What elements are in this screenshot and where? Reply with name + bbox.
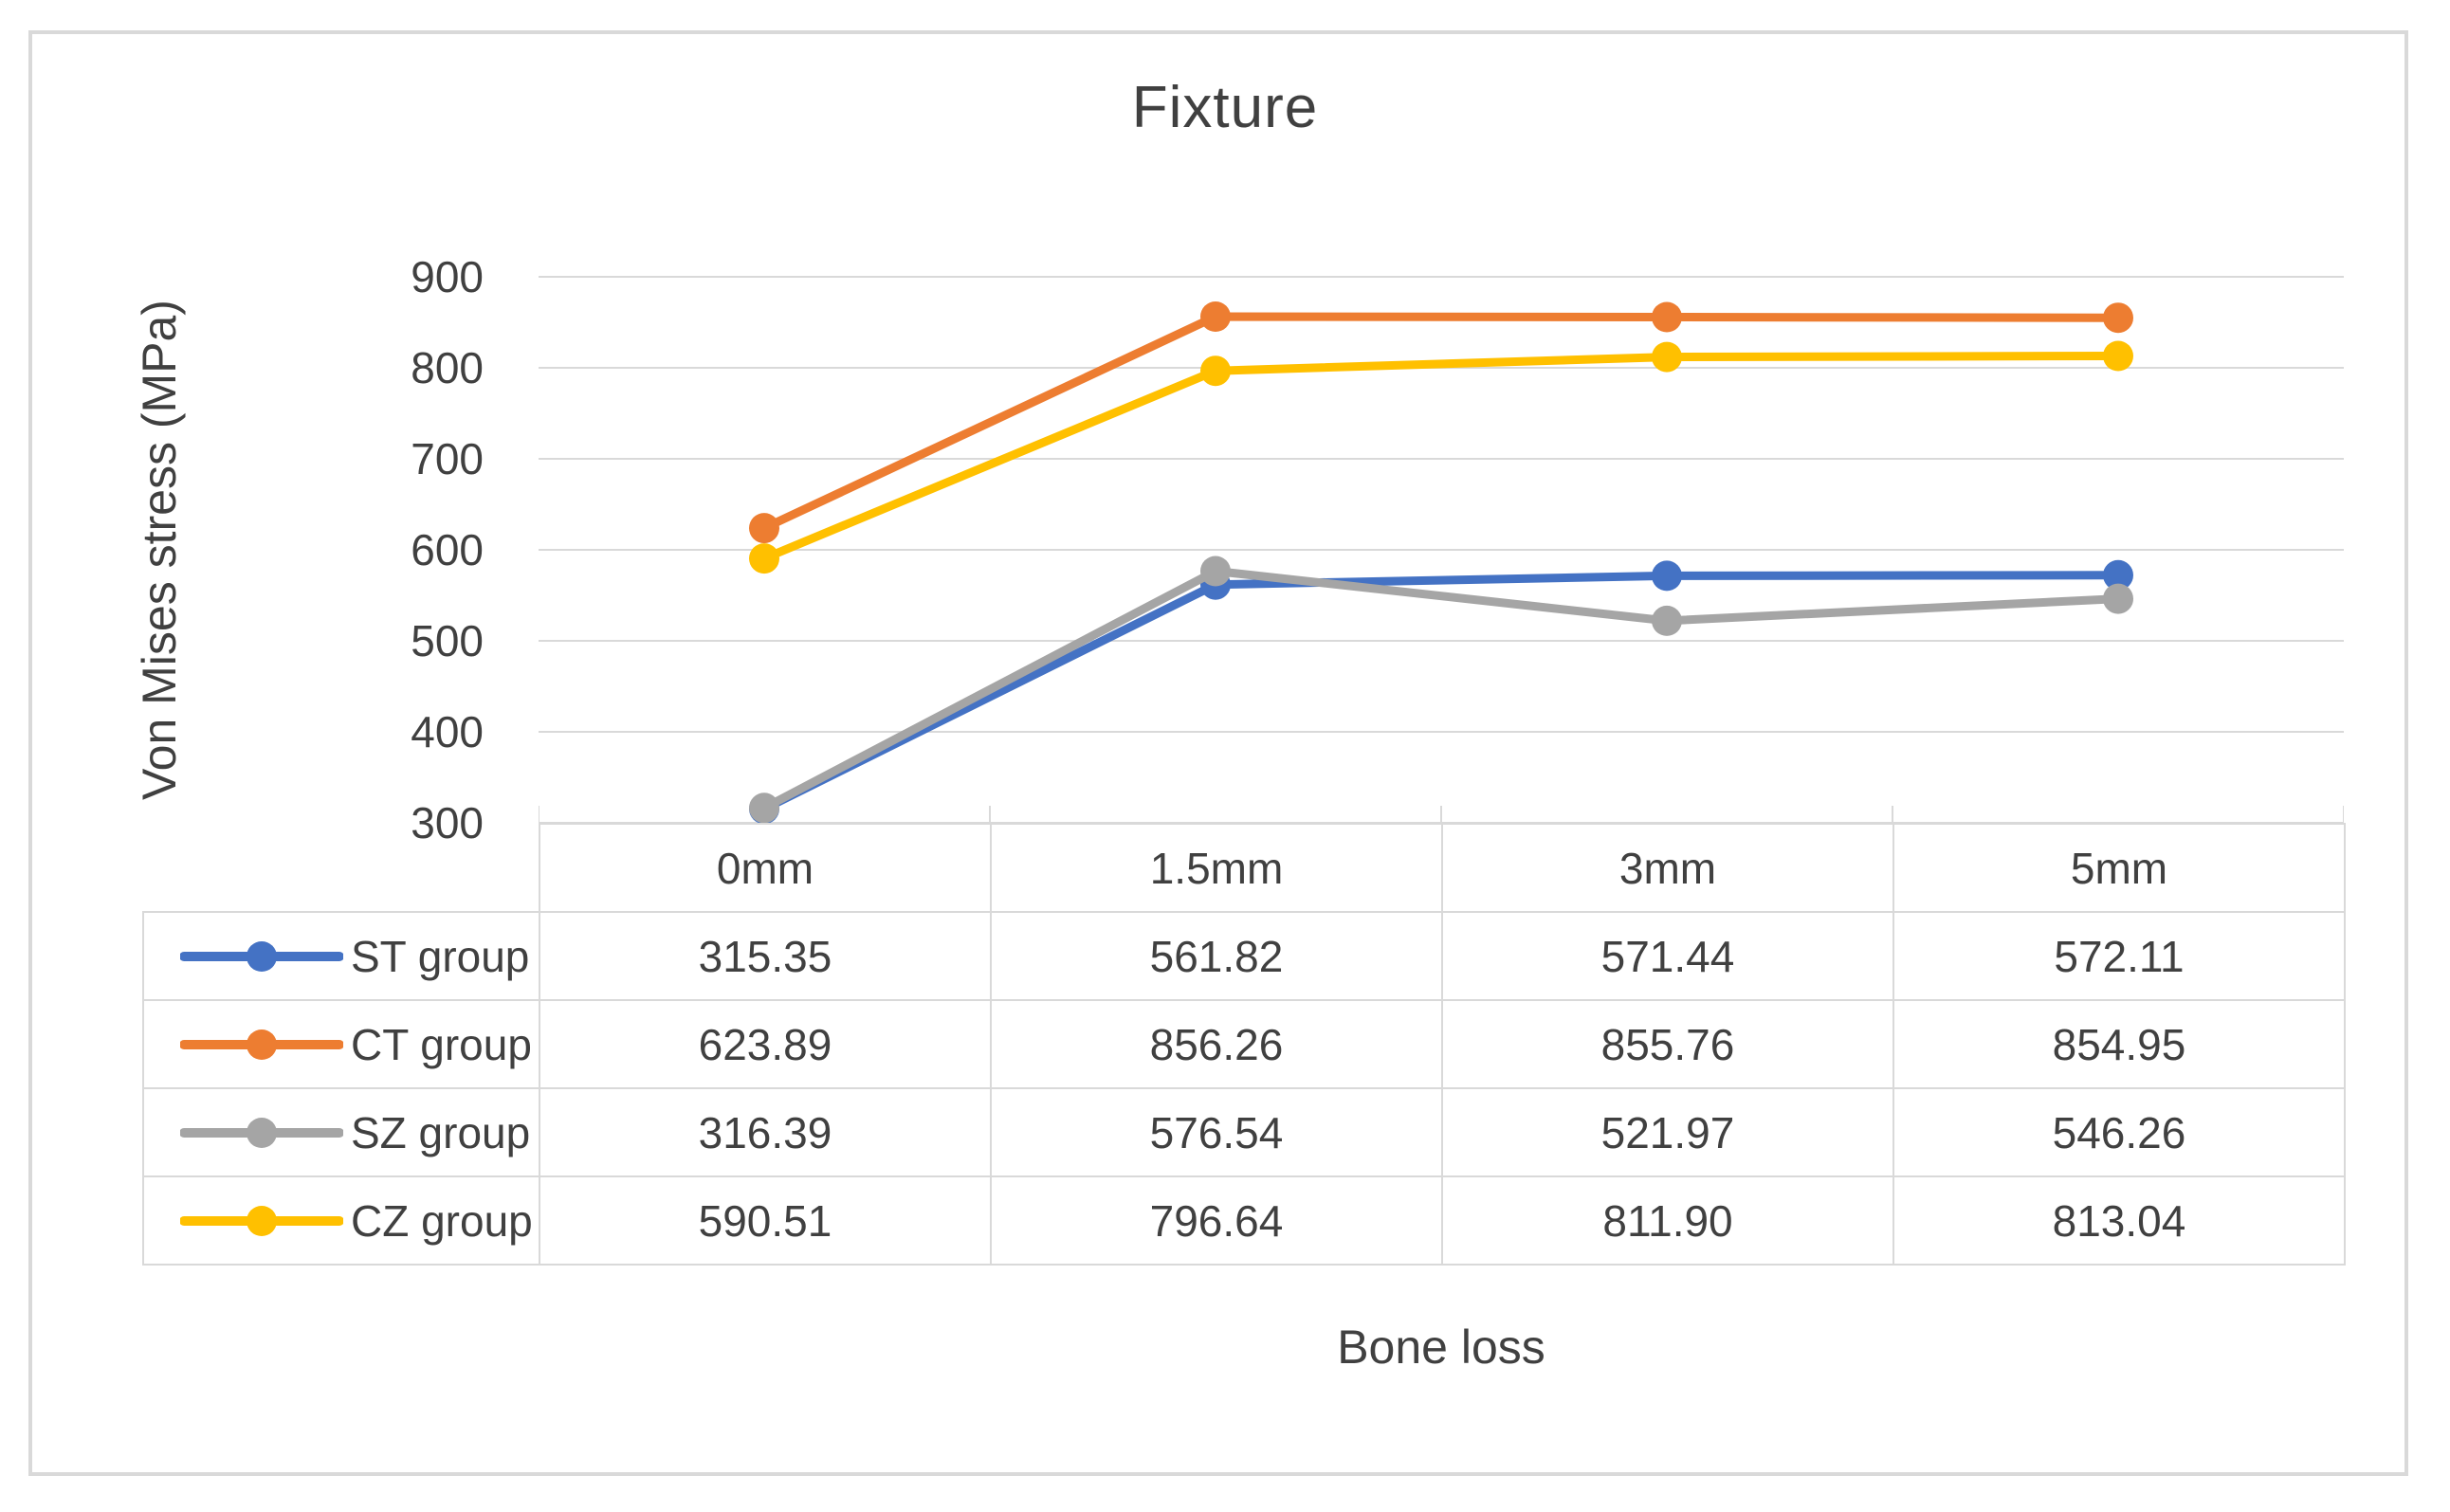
y-axis-tick-label: 500 [411, 616, 484, 665]
legend-label: CZ group [351, 1195, 533, 1246]
category-header-cell: 0mm [539, 823, 992, 913]
data-point-marker [2103, 583, 2133, 614]
data-point-marker [1200, 556, 1231, 587]
data-table: 0mm 1.5mm 3mm 5mm ST group 315.35 561.82 571.44… [142, 823, 2346, 1266]
series-line [759, 352, 2123, 563]
legend-key-icon [180, 1117, 343, 1148]
legend-cell: SZ group [142, 1087, 540, 1177]
data-point-marker [749, 543, 779, 574]
y-axis-tick-label: 700 [411, 434, 484, 483]
category-header-cell: 1.5mm [990, 823, 1443, 913]
data-point-marker [2103, 559, 2133, 591]
data-point-marker [1652, 341, 1682, 373]
legend-label: CT group [351, 1019, 532, 1069]
value-cell: 561.82 [990, 911, 1443, 1001]
data-point-marker [1652, 560, 1682, 592]
value-cell: 521.97 [1441, 1087, 1894, 1177]
plot-area [539, 276, 2344, 823]
y-axis-tick-label: 600 [411, 525, 484, 574]
legend-key-icon [180, 1029, 343, 1060]
y-axis-tick-label: 900 [411, 252, 484, 301]
value-cell: 590.51 [539, 1175, 992, 1266]
table-row: ST group 315.35 561.82 571.44 572.11 [142, 911, 2346, 1001]
data-point-marker [749, 792, 779, 823]
table-row: CT group 623.89 856.26 855.76 854.95 [142, 999, 2346, 1089]
legend-label: ST group [351, 931, 530, 981]
value-cell: 572.11 [1892, 911, 2346, 1001]
chart-title: Fixture [1131, 75, 1319, 140]
category-header-cell: 3mm [1441, 823, 1894, 913]
table-row: SZ group 316.39 576.54 521.97 546.26 [142, 1087, 2346, 1177]
data-point-marker [1200, 301, 1231, 332]
data-point-marker [749, 513, 779, 544]
legend-cell: CZ group [142, 1175, 540, 1266]
value-cell: 623.89 [539, 999, 992, 1089]
data-point-marker [1652, 301, 1682, 333]
legend-key-icon [180, 1205, 343, 1236]
table-header-row: 0mm 1.5mm 3mm 5mm [143, 823, 2346, 913]
table-corner-cell [143, 824, 540, 913]
y-axis-title: Von Mises stress (MPa) [133, 300, 186, 800]
value-cell: 855.76 [1441, 999, 1894, 1089]
category-header-cell: 5mm [1892, 823, 2346, 913]
value-cell: 813.04 [1892, 1175, 2346, 1266]
legend-cell: CT group [142, 999, 540, 1089]
value-cell: 571.44 [1441, 911, 1894, 1001]
legend-cell: ST group [142, 911, 540, 1001]
value-cell: 576.54 [990, 1087, 1443, 1177]
series-line [759, 571, 2123, 813]
value-cell: 796.64 [990, 1175, 1443, 1266]
data-point-marker [1200, 355, 1231, 387]
value-cell: 315.35 [539, 911, 992, 1001]
value-cell: 316.39 [539, 1087, 992, 1177]
data-point-marker [2103, 302, 2133, 334]
x-axis-title: Bone loss [1337, 1321, 1545, 1374]
series-line [759, 567, 2123, 812]
data-point-marker [2103, 340, 2133, 372]
table-row: CZ group 590.51 796.64 811.90 813.04 [142, 1175, 2346, 1266]
value-cell: 546.26 [1892, 1087, 2346, 1177]
legend-key-icon [180, 940, 343, 972]
value-cell: 811.90 [1441, 1175, 1894, 1266]
data-point-marker [1652, 605, 1682, 636]
value-cell: 854.95 [1892, 999, 2346, 1089]
y-axis-tick-label: 400 [411, 707, 484, 756]
y-axis-tick-label: 800 [411, 343, 484, 392]
value-cell: 856.26 [990, 999, 1443, 1089]
series-line [759, 312, 2123, 533]
legend-label: SZ group [351, 1107, 531, 1157]
